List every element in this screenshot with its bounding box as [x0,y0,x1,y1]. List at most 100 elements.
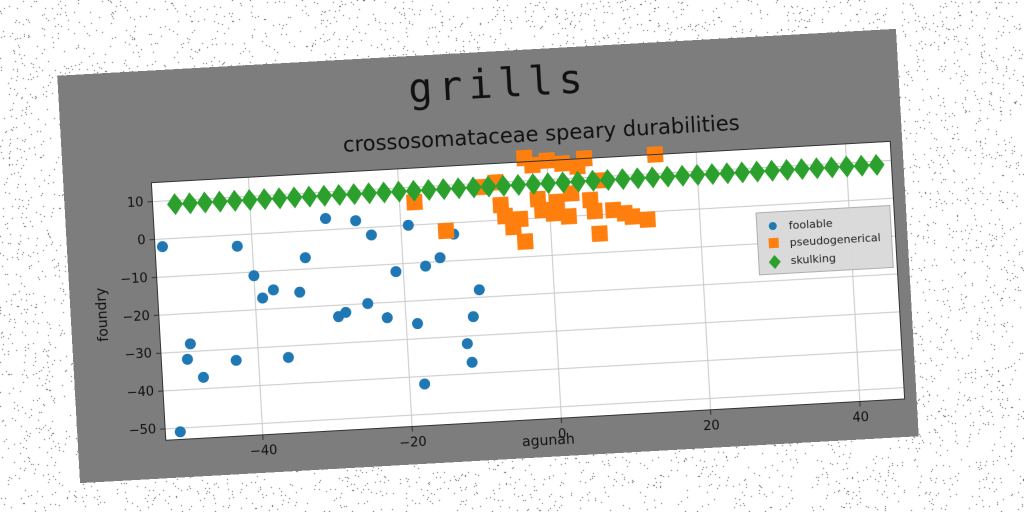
foolable-point [174,426,186,438]
x-grid-line [695,152,712,410]
foolable-point [466,356,478,368]
skulking-point [465,176,482,199]
foolable-point [294,286,306,298]
pseudogenerical-point [406,193,423,211]
foolable-point [282,351,294,363]
skulking-point [376,181,392,204]
foolable-point [390,266,402,278]
legend-label-skulking: skulking [790,252,836,268]
y-grid-line [160,311,900,354]
skulking-point [390,180,407,203]
foolable-point [365,229,377,241]
skulking-point [868,153,885,176]
pseudogenerical-point [623,208,641,226]
skulking-point [808,157,825,180]
x-grid-line [844,143,861,402]
x-tick-label: 40 [852,410,869,426]
foolable-point [184,338,196,350]
foolable-point [231,240,243,252]
skulking-point [779,158,796,181]
legend-marker-pseudogenerical [768,237,779,249]
chart-title: crossosomataceae speary durabilities [342,111,740,157]
foolable-point [412,318,424,330]
skulking-point [674,164,691,187]
x-grid-line [247,177,264,435]
skulking-point [644,166,661,189]
foolable-point [257,292,269,304]
skulking-point [719,162,736,185]
foolable-point [402,219,414,231]
foolable-point [419,378,431,390]
skulking-point [659,165,676,188]
skulking-point [226,189,243,212]
chart-svg: grills crossosomataceae speary durabilit… [93,56,906,460]
pseudogenerical-point [562,184,580,202]
skulking-point [301,185,318,208]
skulking-point [584,169,601,192]
y-grid-line [158,273,898,316]
legend-label-foolable: foolable [788,217,833,232]
skulking-point [793,158,810,181]
foolable-point [420,260,432,272]
y-tick-label: −40 [126,385,154,402]
skulking-point [838,155,855,178]
x-grid-line [397,168,413,427]
pseudogenerical-point [560,207,578,225]
pseudogenerical-point [437,222,455,240]
foolable-point [467,311,479,323]
skulking-point [525,173,542,196]
pseudogenerical-point [516,233,534,251]
pseudogenerical-point [586,202,604,220]
foolable-point [434,252,446,264]
skulking-point [167,193,184,216]
foolable-point [248,270,260,282]
chart-suptitle: grills [407,56,590,112]
foolable-point [381,312,393,324]
skulking-point [495,174,512,197]
plot-frame [150,140,906,441]
foolable-point [181,353,193,365]
skulking-point [540,172,557,195]
skulking-point [420,178,437,201]
x-tick-label: −40 [250,443,278,460]
x-axis-label: agunah [522,431,575,450]
foolable-point [156,241,168,253]
skulking-point [599,168,616,191]
y-grid-line [163,349,902,392]
y-grid-line [165,387,905,430]
y-tick-label: 10 [127,195,144,211]
y-tick-label: −10 [120,271,148,288]
skulking-point [450,177,467,200]
pseudogenerical-point [511,210,529,228]
skulking-point [331,183,348,206]
foolable-point [299,252,311,264]
y-tick-label: −50 [128,422,156,439]
foolable-point [340,306,352,318]
foolable-point [267,284,279,296]
x-tick-label: 0 [558,427,567,442]
pseudogenerical-point [523,156,541,174]
skulking-point [435,178,452,201]
skulking-point [480,175,497,198]
foolable-point [461,338,473,350]
y-tick-label: 0 [137,233,146,248]
skulking-point [853,154,870,177]
skulking-point [764,159,781,182]
skulking-point [316,184,333,207]
y-tick-label: −30 [124,347,152,364]
legend: foolable pseudogenerical skulking [755,204,894,276]
foolable-point [230,354,242,366]
skulking-point [510,173,527,196]
y-axis-label: foundry [93,287,112,342]
skulking-point [286,186,303,209]
skulking-point [570,170,587,193]
ticks-layer: −40 −20 0 20 40 10 0 −10 −20 −30 −40 −50 [120,195,870,460]
skulking-point [614,168,631,191]
skulking-point [196,191,213,214]
skulking-point [629,167,646,190]
skulking-point [241,188,258,211]
pseudogenerical-point [553,155,571,172]
pseudogenerical-point [591,225,609,243]
skulking-point [361,182,378,205]
skulking-point [689,163,706,186]
